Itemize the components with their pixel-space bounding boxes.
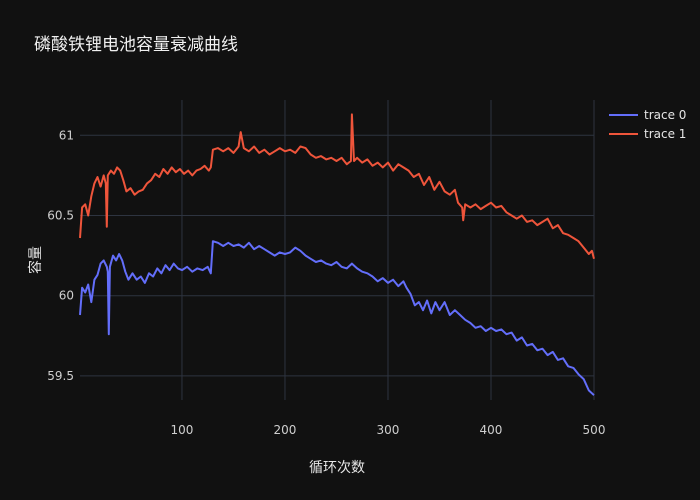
series-line-trace-1[interactable] <box>79 113 595 260</box>
legend-label-trace-1[interactable]: trace 1 <box>644 127 686 141</box>
x-tick-label: 500 <box>583 423 606 437</box>
y-tick-label: 60 <box>59 289 74 303</box>
y-tick-label: 61 <box>59 128 74 142</box>
series-line-trace-0[interactable] <box>79 240 595 396</box>
grid <box>80 100 595 400</box>
legend-label-trace-0[interactable]: trace 0 <box>644 108 686 122</box>
x-tick-label: 100 <box>171 423 194 437</box>
legend[interactable]: trace 0 trace 1 <box>609 108 686 141</box>
y-axis-title: 容量 <box>27 246 44 274</box>
chart-title: 磷酸铁锂电池容量衰减曲线 <box>34 35 238 55</box>
x-tick-label: 200 <box>274 423 297 437</box>
plot-area[interactable] <box>79 113 595 396</box>
tick-labels: 59.5 60 60.5 61 100 200 300 400 500 <box>47 128 605 437</box>
x-tick-label: 400 <box>480 423 503 437</box>
y-tick-label: 59.5 <box>47 369 74 383</box>
y-tick-label: 60.5 <box>47 209 74 223</box>
x-axis-title: 循环次数 <box>309 460 365 476</box>
x-tick-label: 300 <box>377 423 400 437</box>
